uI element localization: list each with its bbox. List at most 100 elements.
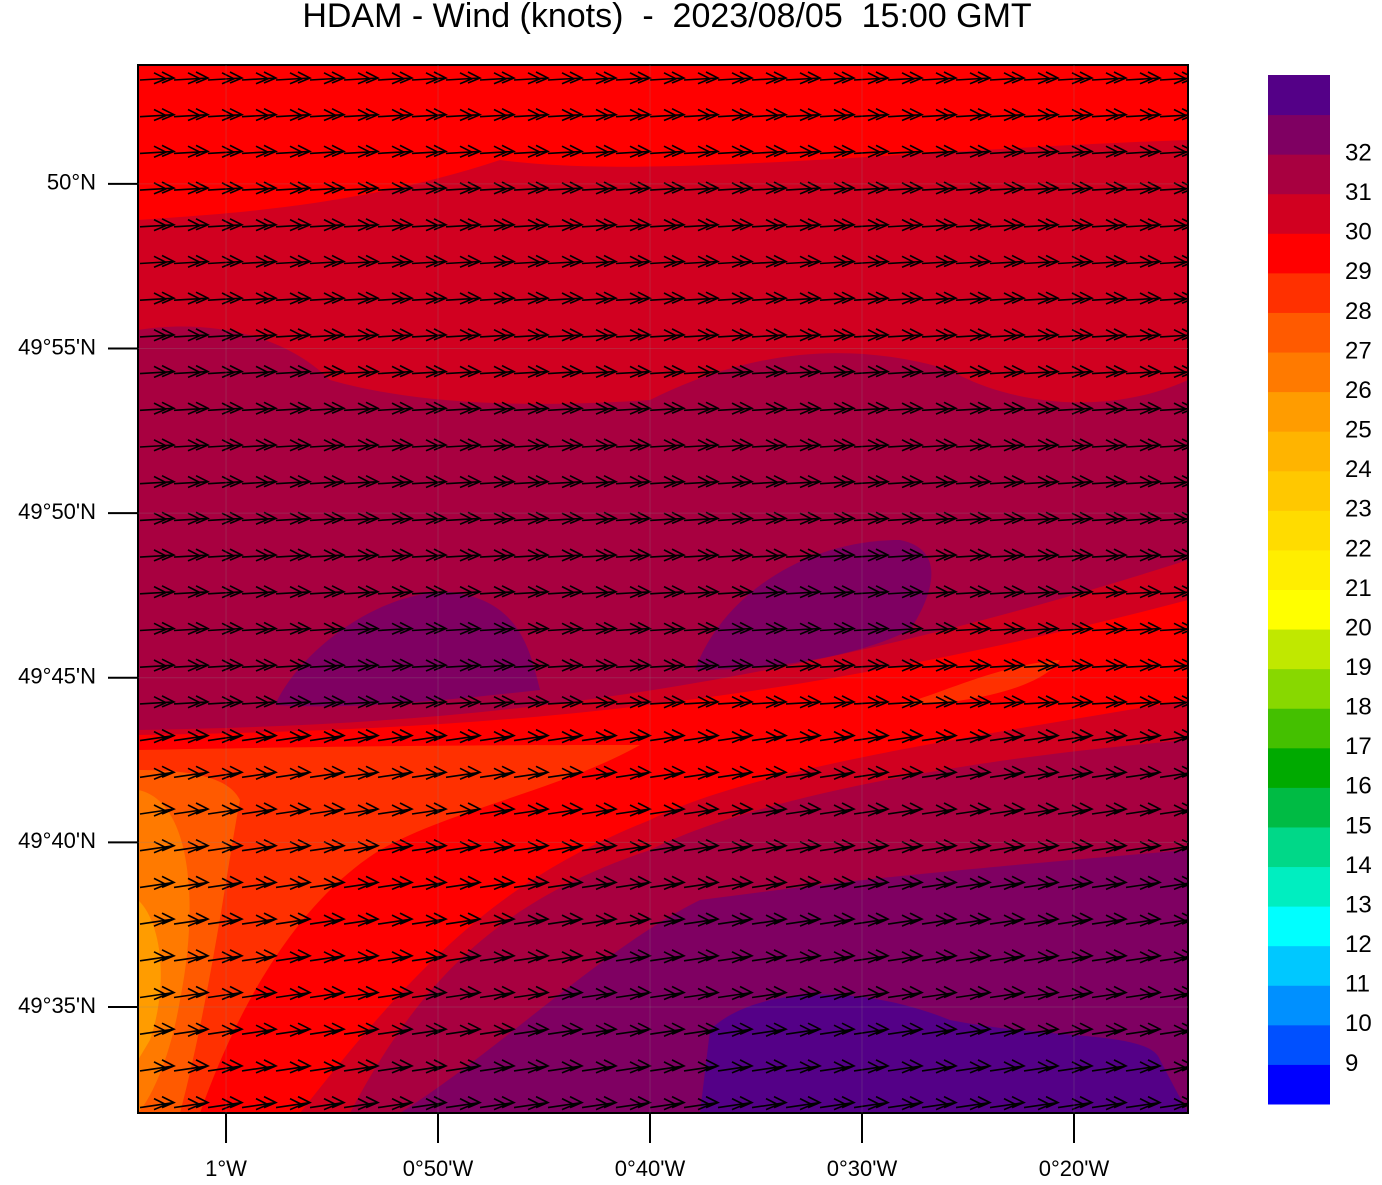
- wind-arrow: [445, 328, 482, 342]
- wind-arrow: [377, 985, 414, 1001]
- wind-arrow: [683, 511, 720, 525]
- wind-arrow: [207, 71, 244, 85]
- field-region: [900, 660, 1060, 705]
- wind-arrow: [445, 438, 482, 452]
- wind-arrow: [785, 1095, 822, 1111]
- wind-arrow: [1057, 585, 1094, 599]
- wind-arrow: [547, 728, 584, 744]
- wind-arrow: [615, 585, 652, 599]
- wind-arrow: [887, 802, 924, 817]
- wind-arrow: [581, 181, 618, 195]
- wind-arrow: [717, 1059, 754, 1074]
- wind-arrow: [581, 474, 618, 489]
- wind-arrow: [343, 695, 380, 709]
- wind-arrow: [445, 254, 482, 269]
- wind-arrow: [309, 585, 346, 599]
- wind-arrow: [683, 181, 720, 195]
- wind-arrow: [479, 912, 516, 927]
- wind-arrow: [853, 144, 890, 158]
- wind-arrow: [1125, 1059, 1162, 1074]
- wind-arrow: [207, 254, 244, 269]
- wind-arrow: [377, 838, 414, 854]
- wind-arrow: [445, 548, 482, 562]
- wind-arrow: [581, 621, 618, 636]
- wind-arrow: [1125, 364, 1162, 379]
- wind-arrow: [513, 328, 550, 342]
- wind-arrow: [445, 181, 482, 195]
- wind-arrow: [1091, 401, 1128, 415]
- wind-arrow: [241, 912, 278, 927]
- wind-arrow: [1057, 621, 1094, 636]
- wind-arrow: [343, 254, 380, 269]
- wind-arrow: [411, 658, 448, 672]
- wind-arrow: [819, 1059, 856, 1074]
- wind-arrow: [989, 474, 1026, 489]
- wind-arrow: [411, 1059, 448, 1074]
- wind-arrow: [343, 585, 380, 599]
- wind-arrow: [1159, 474, 1188, 489]
- wind-arrow: [1091, 985, 1128, 1001]
- wind-arrow: [1159, 949, 1188, 964]
- wind-arrow: [377, 949, 414, 964]
- wind-arrow: [479, 1059, 516, 1074]
- wind-arrow: [377, 511, 414, 525]
- wind-arrow: [717, 364, 754, 379]
- wind-arrow: [1159, 765, 1188, 781]
- wind-arrow: [547, 1022, 584, 1037]
- wind-arrow: [581, 912, 618, 927]
- wind-arrow: [581, 328, 618, 342]
- wind-arrow: [207, 912, 244, 927]
- wind-arrow: [445, 985, 482, 1001]
- wind-arrow: [921, 144, 958, 158]
- wind-arrow: [1091, 328, 1128, 342]
- wind-arrow: [989, 1095, 1026, 1111]
- wind-arrow: [309, 621, 346, 636]
- wind-arrow: [1023, 218, 1060, 232]
- wind-arrow: [683, 728, 720, 744]
- wind-arrow: [1125, 875, 1162, 891]
- wind-arrow: [853, 695, 890, 709]
- wind-arrow: [683, 838, 720, 854]
- wind-arrow: [785, 875, 822, 891]
- wind-arrow: [173, 695, 210, 709]
- wind-arrow: [989, 401, 1026, 415]
- wind-arrow: [513, 1059, 550, 1074]
- wind-arrow: [139, 438, 176, 452]
- wind-arrow: [649, 364, 686, 379]
- wind-arrow: [1057, 474, 1094, 489]
- wind-arrow: [717, 474, 754, 489]
- wind-arrow: [1091, 548, 1128, 562]
- wind-arrow: [1091, 585, 1128, 599]
- wind-arrow: [479, 364, 516, 379]
- wind-arrow: [819, 912, 856, 927]
- wind-arrow: [479, 765, 516, 781]
- wind-arrow: [1159, 218, 1188, 232]
- wind-arrow: [615, 107, 652, 122]
- wind-arrow: [615, 1022, 652, 1037]
- wind-arrow: [1023, 1059, 1060, 1074]
- wind-arrow: [411, 765, 448, 781]
- wind-arrow: [411, 1022, 448, 1037]
- wind-arrow: [717, 695, 754, 709]
- wind-arrow: [377, 802, 414, 817]
- wind-arrow: [1091, 1022, 1128, 1037]
- wind-arrow: [1091, 144, 1128, 158]
- wind-arrow: [955, 71, 992, 85]
- wind-arrow: [309, 548, 346, 562]
- wind-arrow: [343, 71, 380, 85]
- y-tick-label: 49°55'N: [18, 334, 96, 359]
- wind-arrow: [173, 802, 210, 817]
- colorbar-box: [1268, 1024, 1330, 1065]
- wind-arrow: [275, 728, 312, 744]
- field-region: [138, 900, 161, 1060]
- wind-arrow: [1057, 985, 1094, 1001]
- wind-arrow: [853, 511, 890, 525]
- wind-arrow: [1159, 548, 1188, 562]
- wind-arrow: [853, 802, 890, 817]
- wind-arrow: [581, 985, 618, 1001]
- wind-arrow: [479, 728, 516, 744]
- wind-arrow: [173, 511, 210, 525]
- wind-arrow: [411, 71, 448, 85]
- wind-arrow: [1159, 838, 1188, 854]
- wind-arrow: [241, 401, 278, 415]
